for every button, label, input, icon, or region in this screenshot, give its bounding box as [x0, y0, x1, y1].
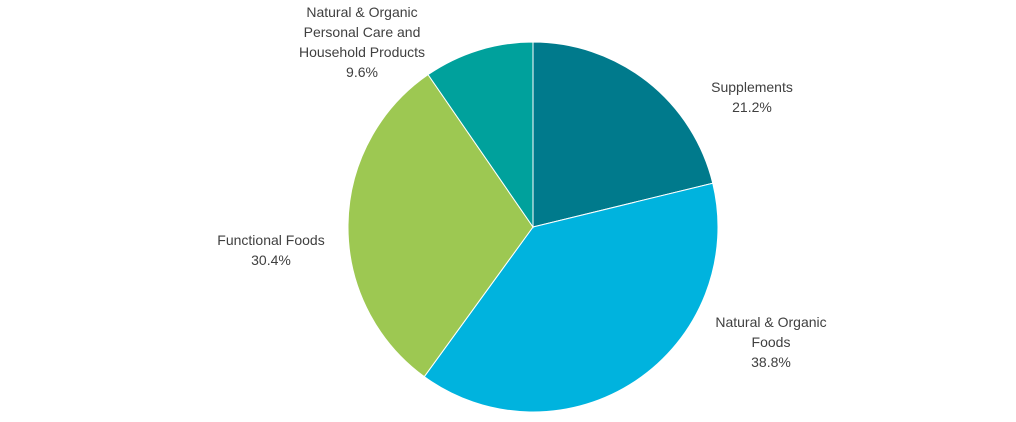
slice-name-label: Supplements	[711, 79, 793, 95]
slice-name-label: Functional Foods	[217, 232, 324, 248]
pie-slice-1	[532, 41, 714, 228]
slice-value-label: 21.2%	[732, 99, 772, 115]
slice-name-label: Foods	[752, 334, 791, 350]
slice-name-label: Personal Care and	[304, 24, 421, 40]
pie-slices	[347, 41, 719, 413]
slice-label-3: Functional Foods 30.4%	[217, 232, 324, 268]
pie-slice-4	[427, 41, 534, 229]
slice-name-label: Natural & Organic	[306, 4, 417, 20]
pie-slice-2	[423, 182, 719, 413]
slice-label-1: Supplements 21.2%	[711, 79, 793, 115]
slice-value-label: 30.4%	[251, 252, 291, 268]
slice-name-label: Natural & Organic	[715, 314, 826, 330]
slice-value-label: 9.6%	[346, 64, 378, 80]
pie-labels: Supplements 21.2% Natural & Organic Foods 38…	[217, 4, 826, 370]
slice-label-2: Natural & Organic Foods 38.8%	[715, 314, 826, 370]
slice-label-4: Natural & Organic Personal Care and Househ…	[299, 4, 425, 80]
slice-name-label: Household Products	[299, 44, 425, 60]
pie-slice-3	[347, 73, 534, 378]
slice-value-label: 38.8%	[751, 354, 791, 370]
